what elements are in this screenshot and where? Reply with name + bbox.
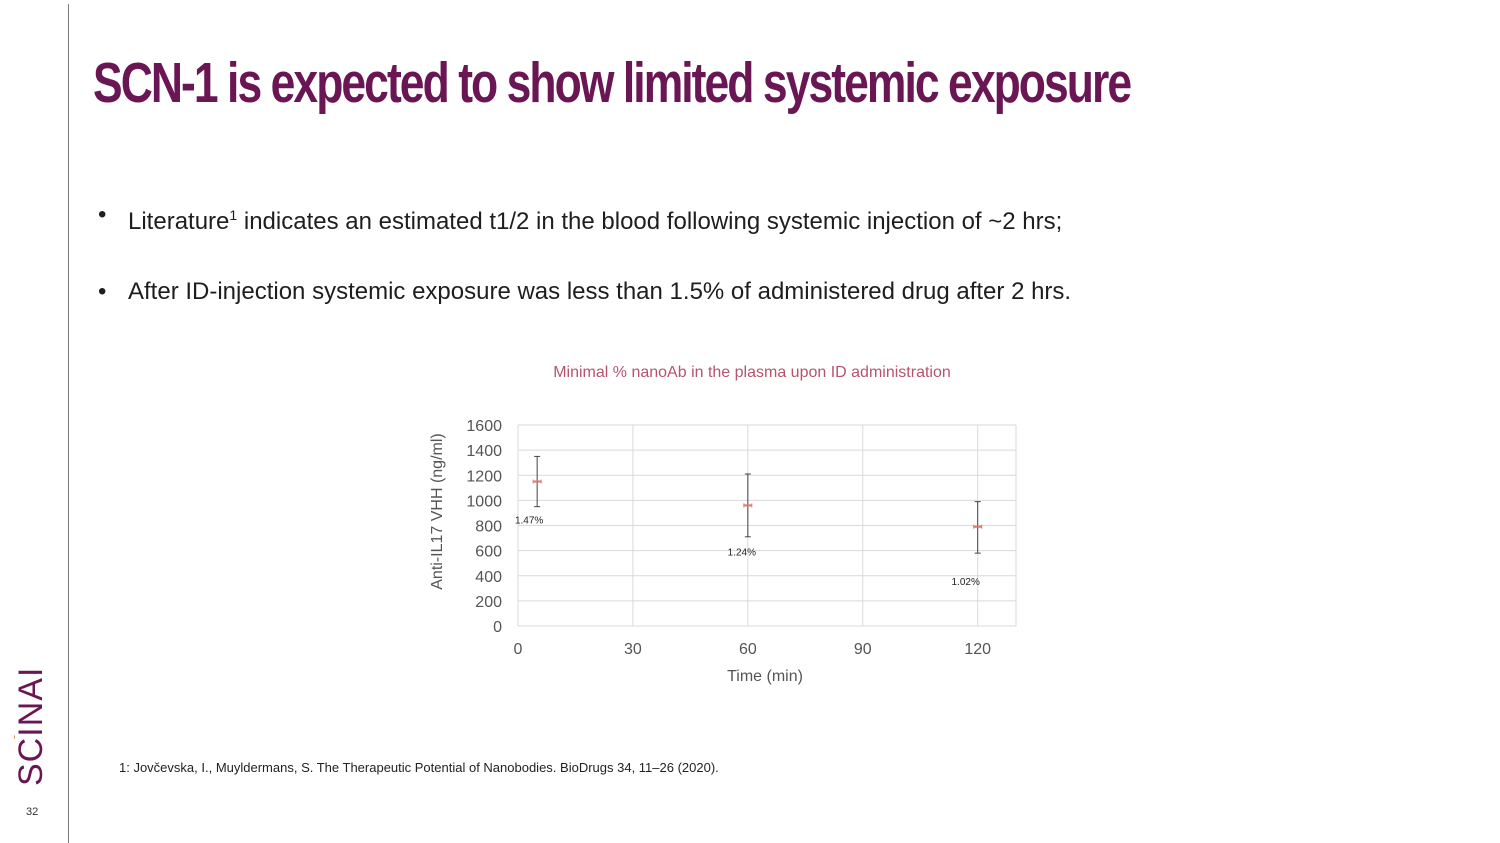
y-tick-label: 1000 bbox=[466, 493, 502, 510]
bullet-dot: • bbox=[98, 201, 107, 228]
logo-text: SCINAI bbox=[14, 668, 48, 786]
logo-letter: N bbox=[14, 701, 48, 727]
chart-svg: Minimal % nanoAb in the plasma upon ID a… bbox=[429, 364, 1017, 685]
logo-letter: I bbox=[14, 668, 48, 677]
bullet-list: • Literature1 indicates an estimated t1/2… bbox=[98, 198, 1398, 309]
chart-title: Minimal % nanoAb in the plasma upon ID a… bbox=[553, 364, 951, 381]
scinai-logo: SCINAI bbox=[14, 668, 48, 786]
bullet-item: • Literature1 indicates an estimated t1/2… bbox=[98, 198, 1398, 239]
logo-letter: C bbox=[14, 737, 48, 763]
y-tick-label: 800 bbox=[475, 519, 502, 536]
x-tick-label: 30 bbox=[624, 641, 642, 658]
x-tick-label: 120 bbox=[964, 641, 991, 658]
data-label: 1.24% bbox=[728, 547, 756, 558]
bullet-text-part: indicates an estimated t1/2 in the blood… bbox=[237, 208, 1063, 235]
slide-title: SCN-1 is expected to show limited system… bbox=[93, 51, 1132, 115]
y-tick-label: 0 bbox=[493, 619, 502, 636]
y-tick-label: 400 bbox=[475, 569, 502, 586]
left-divider-line bbox=[68, 4, 69, 843]
bullet-dot: • bbox=[98, 278, 107, 305]
x-axis-label: Time (min) bbox=[727, 668, 803, 685]
x-tick-label: 90 bbox=[854, 641, 872, 658]
bullet-item: • After ID-injection systemic exposure wa… bbox=[98, 275, 1398, 309]
y-tick-label: 1600 bbox=[466, 418, 502, 435]
y-tick-label: 1200 bbox=[466, 468, 502, 485]
x-tick-label: 0 bbox=[514, 641, 523, 658]
y-tick-label: 600 bbox=[475, 544, 502, 561]
exposure-chart: Minimal % nanoAb in the plasma upon ID a… bbox=[410, 355, 1030, 695]
data-label: 1.47% bbox=[515, 516, 543, 527]
footnote: 1: Jovčevska, I., Muyldermans, S. The Th… bbox=[119, 760, 719, 775]
footnote-reference: 1 bbox=[229, 207, 238, 223]
logo-letter: A bbox=[14, 677, 48, 701]
y-tick-label: 1400 bbox=[466, 443, 502, 460]
bullet-text-part: Literature bbox=[128, 208, 230, 235]
x-tick-label: 60 bbox=[739, 641, 757, 658]
bullet-text: After ID-injection systemic exposure was… bbox=[128, 278, 1072, 305]
page-number: 32 bbox=[26, 806, 39, 818]
y-tick-label: 200 bbox=[475, 594, 502, 611]
data-label: 1.02% bbox=[952, 577, 980, 588]
logo-letter: I bbox=[14, 726, 48, 736]
y-axis-label: Anti-IL17 VHH (ng/ml) bbox=[429, 433, 446, 590]
logo-letter: S bbox=[14, 762, 48, 786]
